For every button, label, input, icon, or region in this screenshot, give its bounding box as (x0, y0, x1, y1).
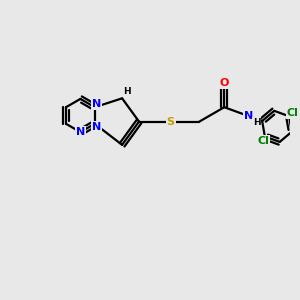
Text: N: N (92, 99, 101, 109)
Text: O: O (220, 78, 229, 88)
Text: N: N (244, 111, 253, 121)
Text: N: N (92, 122, 101, 132)
Text: N: N (76, 127, 85, 137)
Text: H: H (124, 88, 131, 97)
Text: Cl: Cl (257, 136, 269, 146)
Text: S: S (167, 117, 175, 127)
Text: Cl: Cl (286, 108, 298, 118)
Text: H: H (253, 118, 260, 127)
